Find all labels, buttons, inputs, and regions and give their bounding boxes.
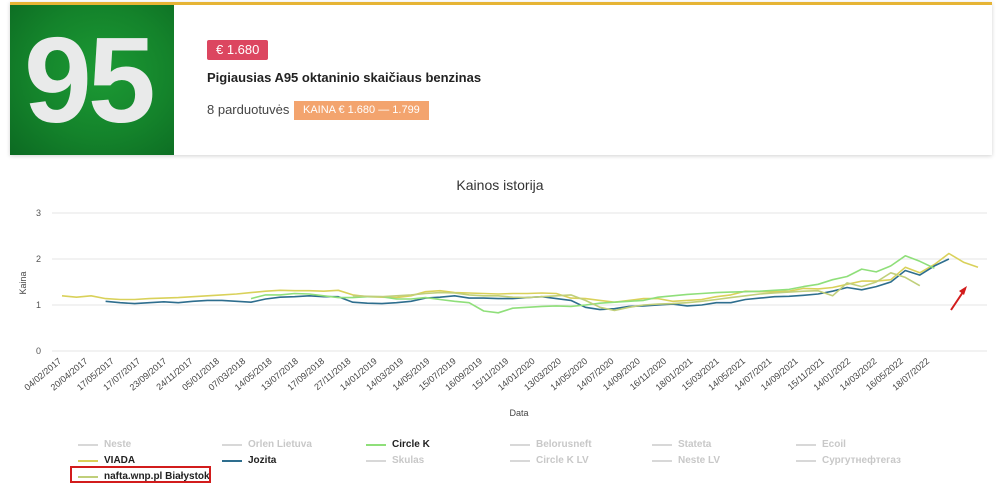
legend-item[interactable]: Belorusneft	[510, 438, 592, 452]
legend-swatch	[78, 460, 98, 462]
x-tick-labels: 04/02/201720/04/201717/05/201717/07/2017…	[22, 356, 931, 393]
legend-label: Belorusneft	[536, 439, 592, 450]
legend-item[interactable]: nafta.wnp.pl Białystok	[78, 470, 210, 484]
legend-label: Skulas	[392, 455, 425, 466]
legend-item[interactable]: Orlen Lietuva	[222, 438, 312, 452]
legend-swatch	[366, 444, 386, 446]
legend-swatch	[510, 444, 530, 446]
legend-label: Ecoil	[822, 439, 846, 450]
legend-label: Сургутнефтегаз	[822, 455, 902, 466]
price-history-chart: Kainos istorija Kaina Data 0 1 2 3 04/02/20…	[18, 177, 987, 418]
legend-swatch	[652, 460, 672, 462]
legend-highlight-box	[70, 466, 211, 483]
series-line-nafta-wnp-pl-bia-ystok	[352, 272, 921, 312]
octane-95-image: 95	[10, 5, 174, 155]
legend-item[interactable]: Jozita	[222, 454, 276, 468]
chart-grid	[52, 212, 987, 352]
series-lines	[61, 252, 979, 314]
legend-item[interactable]: Stateta	[652, 438, 711, 452]
octane-number: 95	[24, 12, 156, 148]
legend-item[interactable]: VIADA	[78, 454, 135, 468]
chart-legend: Neste Orlen Lietuva Circle K Belorusneft Sta…	[0, 432, 1000, 488]
legend-swatch	[78, 476, 98, 478]
fuel-title: Pigiausias A95 oktaninio skaičiaus benzi…	[207, 70, 482, 85]
legend-item[interactable]: Circle K LV	[510, 454, 589, 468]
y-tick-labels: 0 1 2 3	[36, 208, 41, 356]
legend-swatch	[78, 444, 98, 446]
y-tick-label: 2	[36, 254, 41, 264]
legend-swatch	[222, 444, 242, 446]
legend-swatch	[510, 460, 530, 462]
legend-swatch	[366, 460, 386, 462]
legend-label: Orlen Lietuva	[248, 439, 312, 450]
stores-count: 8 parduotuvės	[207, 102, 290, 117]
x-axis-label: Data	[509, 408, 528, 418]
legend-item[interactable]: Ecoil	[796, 438, 846, 452]
red-arrow-annotation	[950, 286, 967, 311]
legend-swatch	[222, 460, 242, 462]
legend-label: VIADA	[104, 455, 136, 466]
legend-label: Neste	[104, 439, 132, 450]
legend-label: Neste LV	[678, 455, 721, 466]
legend-item[interactable]: Neste LV	[652, 454, 720, 468]
price-range-badge: KAINA € 1.680 — 1.799	[294, 101, 429, 120]
legend-label: Circle K	[392, 439, 430, 450]
legend-label: Circle K LV	[536, 455, 589, 466]
legend-swatch	[652, 444, 672, 446]
legend-label: nafta.wnp.pl Białystok	[104, 471, 210, 482]
series-line-jozita	[105, 258, 950, 311]
legend-label: Stateta	[678, 439, 712, 450]
legend-item[interactable]: Neste	[78, 438, 131, 452]
product-card: 95 € 1.680 Pigiausias A95 oktaninio skai…	[10, 2, 992, 155]
legend-swatch	[796, 444, 816, 446]
legend-swatch	[796, 460, 816, 462]
y-tick-label: 1	[36, 300, 41, 310]
legend-item[interactable]: Circle K	[366, 438, 430, 452]
legend-item[interactable]: Skulas	[366, 454, 424, 468]
price-badge: € 1.680	[207, 40, 269, 60]
legend-label: Jozita	[248, 455, 277, 466]
series-line-viada	[61, 252, 979, 303]
y-tick-label: 3	[36, 208, 41, 218]
y-axis-label: Kaina	[18, 271, 28, 294]
legend-item[interactable]: Сургутнефтегаз	[796, 454, 901, 468]
chart-title: Kainos istorija	[456, 177, 543, 193]
y-tick-label: 0	[36, 346, 41, 356]
